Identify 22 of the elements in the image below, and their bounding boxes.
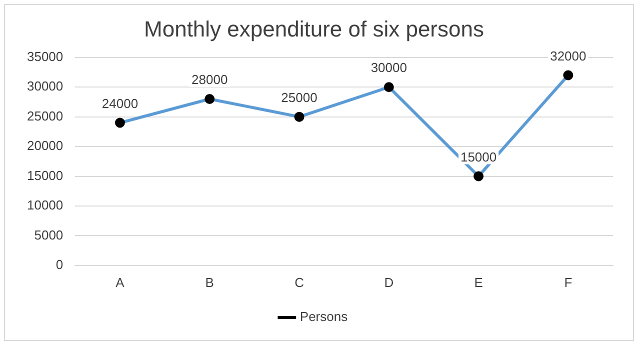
x-tick-label: A bbox=[116, 274, 125, 290]
y-tick-label: 10000 bbox=[26, 198, 64, 213]
data-label: 32000 bbox=[550, 48, 586, 64]
y-tick-label: 35000 bbox=[26, 48, 64, 64]
y-tick-label: 25000 bbox=[26, 108, 64, 124]
y-tick-label: 30000 bbox=[26, 78, 64, 94]
y-tick-label: 15000 bbox=[26, 168, 64, 183]
x-tick-label: C bbox=[294, 274, 304, 290]
data-label: 15000 bbox=[460, 149, 497, 164]
chart-title: Monthly expenditure of six persons bbox=[144, 16, 484, 42]
x-tick-label: B bbox=[205, 274, 214, 290]
y-tick-label: 0 bbox=[56, 256, 64, 272]
x-tick-label: E bbox=[474, 274, 484, 290]
y-tick-label: 5000 bbox=[34, 227, 64, 242]
y-tick-label: 20000 bbox=[26, 138, 64, 154]
data-label: 24000 bbox=[102, 96, 138, 111]
x-tick-label: F bbox=[564, 274, 572, 290]
data-label: 25000 bbox=[281, 90, 318, 105]
legend-label: Persons bbox=[300, 309, 348, 324]
data-label: 30000 bbox=[370, 60, 407, 76]
x-tick-label: D bbox=[384, 274, 394, 290]
data-label: 28000 bbox=[192, 72, 228, 88]
